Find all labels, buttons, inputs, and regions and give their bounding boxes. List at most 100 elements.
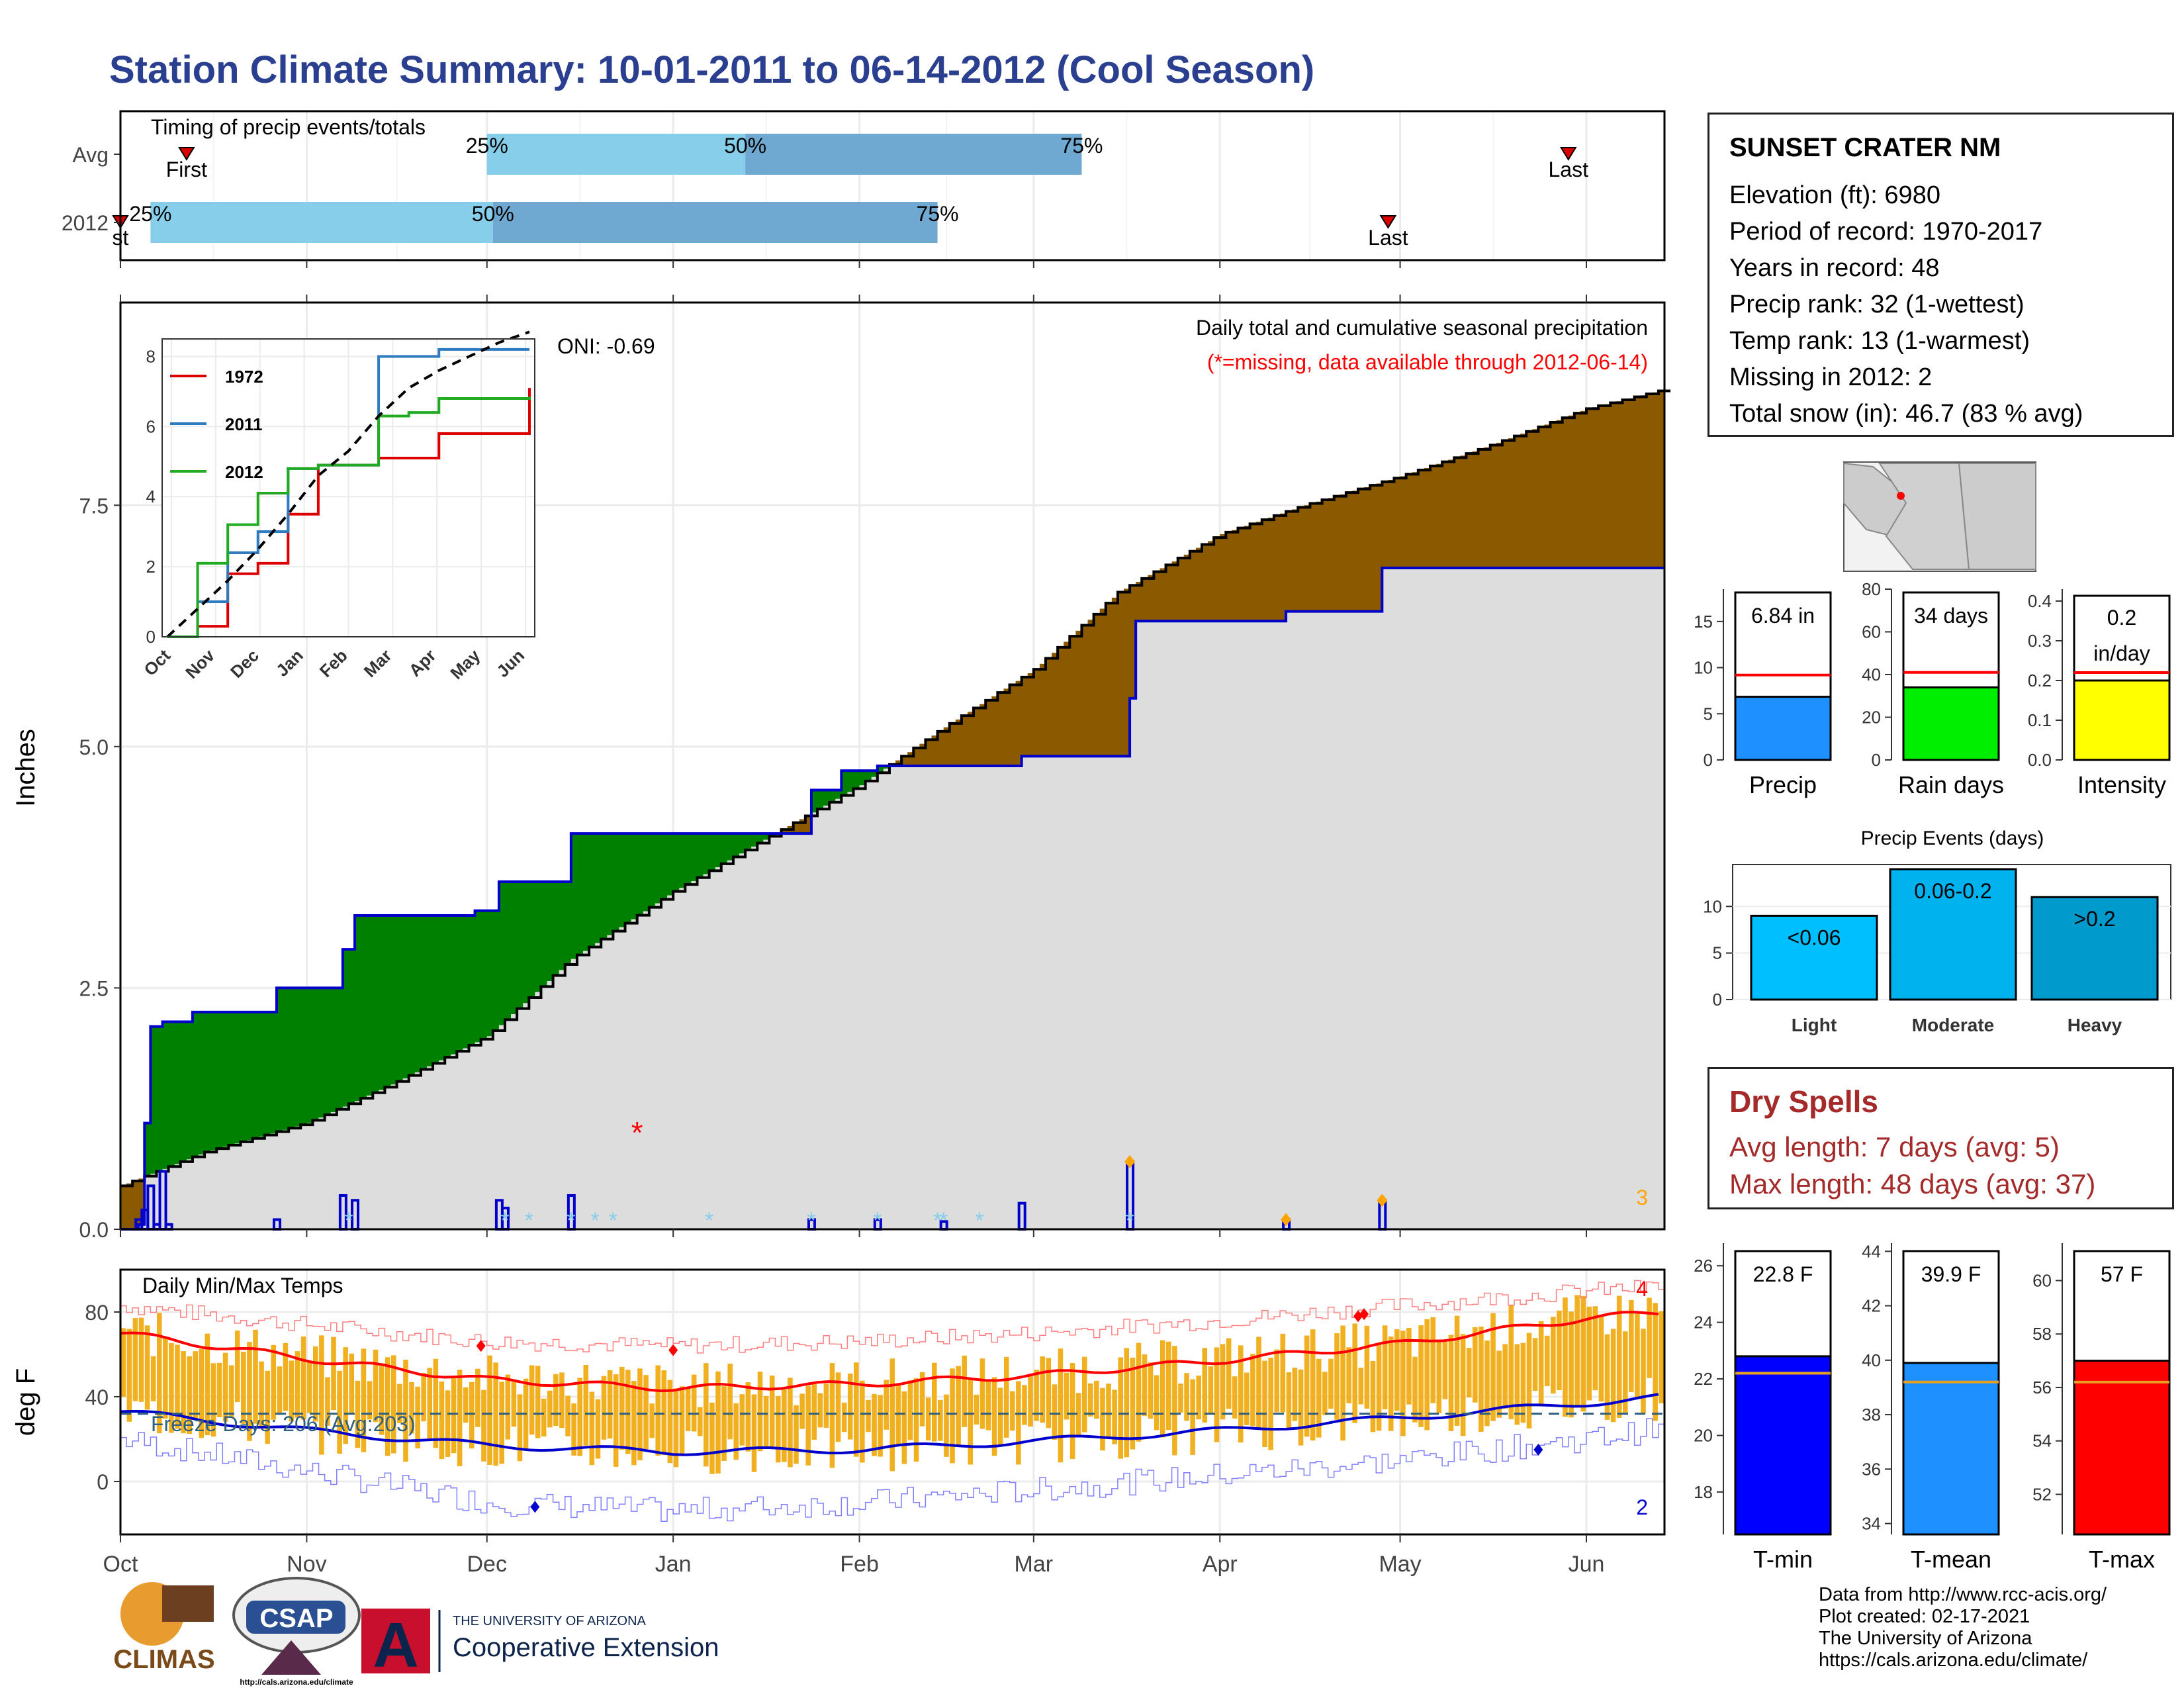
daily-temp-bar (1178, 1383, 1183, 1413)
daily-temp-bar (884, 1380, 889, 1430)
daily-temp-bar (1304, 1335, 1310, 1437)
precip-events-title: Precip Events (days) (1861, 827, 2044, 849)
station-elevation: Elevation (ft): 6980 (1729, 181, 1940, 209)
precip-base-fill (883, 769, 890, 1229)
record-low-marker (1533, 1444, 1543, 1456)
timing-row-label: Avg (72, 143, 109, 167)
precip-above-avg-fill (703, 833, 710, 874)
precip-base-fill (1382, 568, 1389, 1229)
precip-base-fill (180, 1161, 187, 1229)
precip-base-fill (1292, 611, 1298, 1229)
precip-base-fill (1220, 621, 1226, 1229)
precip-base-fill (1418, 568, 1425, 1229)
precip-base-fill (1154, 621, 1161, 1229)
precip-above-avg-fill (823, 790, 830, 806)
precip-below-avg-fill (1280, 513, 1287, 622)
precip-base-fill (1142, 621, 1148, 1229)
precip-base-fill (1442, 568, 1449, 1229)
precip-base-fill (570, 959, 578, 1229)
precip-base-fill (805, 833, 812, 1229)
daily-temp-bar (685, 1387, 691, 1431)
avg-max-line (120, 1311, 1659, 1393)
precip-below-avg-fill (1592, 407, 1599, 569)
daily-temp-bar (1490, 1313, 1496, 1421)
daily-temp-bar (872, 1393, 877, 1456)
daily-temp-bar (661, 1370, 667, 1456)
precip-base-fill (498, 1025, 506, 1229)
precip-below-avg-fill (919, 743, 927, 766)
daily-temp-bar (1064, 1372, 1069, 1420)
precip-summary-2-value-label: 0.2 (2107, 606, 2136, 630)
precip-below-avg-fill (1400, 476, 1407, 569)
daily-temp-bar (944, 1394, 949, 1457)
precip-base-fill (1652, 568, 1659, 1229)
inset-legend-label: 2011 (225, 414, 262, 434)
precip-summary-1-value-label: 34 days (1914, 604, 1988, 628)
precip-below-avg-fill (132, 1181, 139, 1229)
daily-temp-bar (925, 1397, 931, 1441)
precip-above-avg-fill (264, 1011, 271, 1135)
precip-base-fill (1075, 756, 1083, 1229)
precip-base-fill (408, 1075, 416, 1229)
precip-above-avg-fill (871, 771, 878, 777)
daily-temp-bar (439, 1381, 445, 1460)
precip-base-fill (1183, 621, 1191, 1229)
precip-below-avg-fill (1412, 472, 1419, 569)
precip-below-avg-fill (1244, 526, 1251, 622)
precip-below-avg-fill (949, 723, 956, 766)
precip-below-avg-fill (1574, 413, 1581, 569)
precip-below-avg-fill (126, 1183, 133, 1229)
precip-base-fill (402, 1078, 410, 1229)
precip-below-avg-fill (1520, 434, 1527, 569)
precip-annotation-missing: (*=missing, data available through 2012-… (1207, 350, 1648, 374)
daily-temp-bar (1034, 1370, 1039, 1421)
daily-temp-bar (1124, 1348, 1130, 1458)
precip-above-avg-fill (523, 882, 529, 1004)
daily-temp-bar (150, 1356, 156, 1401)
record-high-marker (668, 1344, 678, 1356)
record-high-marker (1359, 1308, 1369, 1321)
daily-temp-bar (138, 1317, 144, 1402)
snow-marker: * (609, 1208, 617, 1233)
daily-temp-bar (709, 1402, 715, 1474)
temp-summary-0-y-tick-label: 22 (1694, 1369, 1713, 1389)
precip-base-fill (1087, 756, 1095, 1229)
inset-average-line (166, 330, 530, 638)
temp-x-tick-label: Jun (1569, 1552, 1605, 1577)
daily-temp-bar (306, 1361, 312, 1413)
precip-base-fill (1304, 611, 1311, 1229)
precip-above-avg-fill (697, 833, 704, 878)
daily-temp-bar (847, 1374, 853, 1440)
precip-below-avg-fill (1171, 561, 1179, 622)
precip-above-avg-fill (582, 833, 590, 951)
daily-temp-bar (907, 1380, 913, 1440)
daily-temp-bar (1166, 1341, 1171, 1430)
precip-summary-0-y-tick-label: 0 (1704, 750, 1713, 770)
daily-temp-bar (1112, 1389, 1117, 1444)
daily-temp-bar (1172, 1346, 1177, 1456)
precip-below-avg-fill (1394, 478, 1401, 569)
precip-summary-2-y-tick-label: 0.1 (2028, 710, 2052, 730)
daily-temp-bar (1154, 1375, 1160, 1430)
precip-base-fill (1394, 568, 1401, 1229)
daily-temp-bar (733, 1403, 739, 1460)
daily-temp-bar (1196, 1376, 1202, 1420)
precip-below-avg-fill (1195, 547, 1203, 622)
precip-below-avg-fill (1183, 554, 1191, 622)
snow-marker: * (873, 1208, 882, 1233)
precip-below-avg-fill (1466, 453, 1473, 569)
daily-temp-bar (667, 1380, 673, 1464)
precip-summary-2-bar (2073, 679, 2171, 761)
precip-below-avg-fill (1220, 534, 1226, 622)
daily-temp-bar (1040, 1356, 1045, 1423)
precip-base-fill (1376, 611, 1383, 1229)
precip-base-fill (631, 919, 638, 1229)
precip-base-fill (601, 939, 608, 1229)
precip-base-fill (475, 1042, 482, 1229)
precip-base-fill (1472, 568, 1479, 1229)
event-marker (1377, 1194, 1388, 1207)
precip-base-fill (1358, 611, 1365, 1229)
precip-events-bar-label: >0.2 (2073, 907, 2115, 931)
timing-bar-50-75 (492, 202, 938, 243)
precip-below-avg-fill (1189, 551, 1197, 622)
